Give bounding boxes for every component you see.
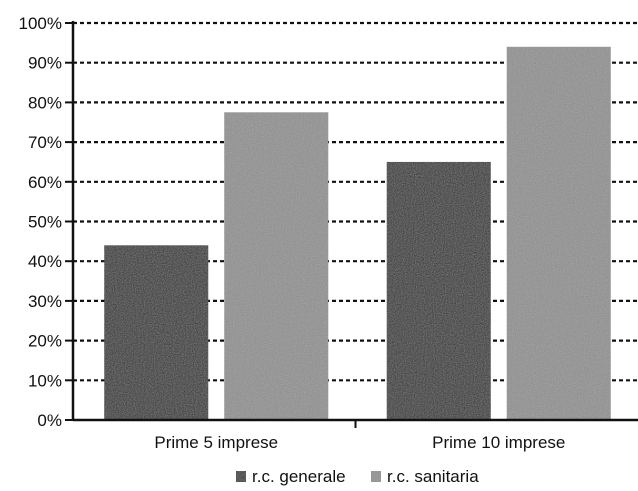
y-tick-label: 100% [19,14,62,33]
y-tick-label: 50% [28,213,62,232]
y-tick-label: 60% [28,173,62,192]
legend-swatch [236,471,246,482]
x-category-label: Prime 10 imprese [432,433,565,452]
y-tick-label: 70% [28,133,62,152]
y-tick-label: 40% [28,252,62,271]
x-category-label: Prime 5 imprese [154,433,278,452]
y-tick-label: 20% [28,332,62,351]
legend-label: r.c. sanitaria [387,467,479,486]
bars [104,46,611,420]
legend-label: r.c. generale [252,467,346,486]
axes [65,21,638,428]
legend: r.c. generale r.c. sanitaria [236,467,479,486]
y-tick-label: 30% [28,292,62,311]
labels: 0% 10% 20% 30% 40% 50% 60% 70% 80% 90% 100% Prime 5… [19,14,566,452]
y-tick-label: 10% [28,371,62,390]
bar-generale [104,245,209,420]
y-tick-label: 80% [28,93,62,112]
bar-sanitaria [506,46,611,420]
y-tick-label: 0% [37,411,62,430]
legend-swatch [371,471,381,482]
bar-sanitaria [224,112,329,420]
y-tick-label: 90% [28,54,62,73]
bar-generale [386,161,491,420]
